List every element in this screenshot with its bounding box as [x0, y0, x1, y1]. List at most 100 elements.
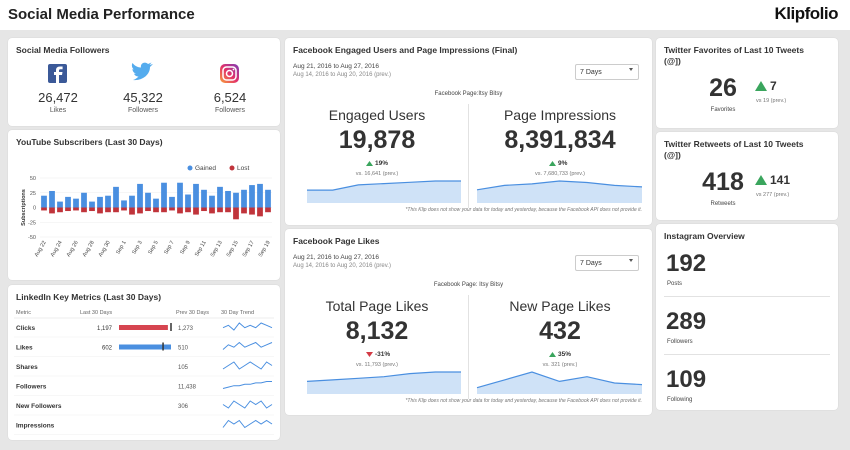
bar: [65, 196, 71, 208]
x-tick-label: Sep 5: [147, 240, 159, 255]
trend-charts: [307, 161, 643, 203]
metric-name: Shares: [16, 364, 38, 371]
panel-title: Twitter Favorites of Last 10 Tweets (@]): [664, 45, 804, 66]
page-name: Facebook Page: Itsy Bitsy: [433, 282, 504, 288]
metric-value: 19,878: [338, 126, 416, 154]
follower-label: Likes: [49, 107, 67, 114]
tweet-value: 26: [709, 74, 737, 102]
logo[interactable]: Klipfolio: [774, 4, 839, 23]
tweet-change: 141: [770, 173, 791, 187]
panel-title: Facebook Engaged Users and Page Impressi…: [293, 45, 518, 55]
tweet-label: Favorites: [710, 107, 736, 113]
period-dropdown[interactable]: 7 Days: [575, 255, 639, 271]
bar: [233, 207, 239, 220]
bar: [137, 207, 143, 214]
dropdown-caret: [629, 68, 633, 71]
metric-prev: vs. 11,793 (prev.): [356, 362, 398, 368]
panel-title: Facebook Page Likes: [293, 236, 380, 246]
header-bar: Social Media Performance Klipfolio: [0, 0, 850, 30]
bar: [129, 207, 135, 215]
metric-change: -31%: [375, 351, 391, 358]
date-range: Aug 21, 2016 to Aug 27, 2016: [293, 254, 380, 261]
bar: [73, 207, 79, 211]
change-arrow: [755, 81, 767, 91]
bar: [105, 195, 111, 208]
previous-value: 306: [178, 404, 189, 410]
current-value: 1,197: [97, 326, 113, 332]
instagram-label: Followers: [667, 339, 693, 345]
x-tick-label: Aug 28: [82, 240, 96, 258]
metric-label: New Page Likes: [509, 298, 611, 314]
y-tick-label: 0: [33, 206, 36, 212]
metric-name: Likes: [16, 345, 33, 352]
follower-label: Followers: [215, 107, 245, 114]
change-arrow: [549, 161, 556, 166]
bar: [257, 183, 263, 208]
x-tick-label: Aug 30: [98, 240, 112, 258]
x-tick-label: Sep 19: [258, 240, 272, 258]
bar: [81, 207, 87, 213]
trend-line: [306, 371, 461, 382]
bar: [73, 198, 79, 208]
x-tick-label: Sep 17: [242, 240, 256, 258]
bar: [201, 189, 207, 208]
metric-name: Clicks: [16, 325, 36, 332]
bar: [145, 192, 151, 208]
bar: [257, 207, 263, 217]
bar: [161, 207, 167, 213]
trend-line: [476, 180, 643, 191]
legend-label: Gained: [195, 165, 216, 172]
legend-swatch: [229, 165, 235, 171]
metric-prev: vs. 7,680,733 (prev.): [534, 171, 586, 177]
metric-bar: [119, 325, 168, 330]
legend-label: Lost: [237, 165, 249, 172]
change-arrow: [366, 161, 373, 166]
divider: [468, 104, 469, 208]
bar: [177, 182, 183, 208]
divider: [664, 296, 830, 297]
trend-area: [307, 181, 461, 203]
bar: [177, 207, 183, 214]
x-tick-label: Sep 13: [210, 240, 224, 258]
prev-range: Aug 14, 2016 to Aug 20, 2016 (prev.): [293, 72, 391, 78]
bar: [169, 207, 175, 211]
bar: [201, 207, 207, 212]
period-dropdown[interactable]: 7 Days: [575, 64, 639, 80]
youtube-panel: YouTube Subscribers (Last 30 Days) -50 -2…: [8, 130, 280, 280]
bar: [169, 196, 175, 208]
twitter-retweets-panel: Twitter Retweets of Last 10 Tweets (@]) 4…: [656, 132, 838, 220]
youtube-chart: -50 -25 0 25 50 Subscriptions Gained Lost Aug 22…: [21, 165, 272, 258]
column-header: Metric: [16, 310, 31, 316]
tweet-change: 7: [770, 79, 777, 93]
y-tick-label: 25: [30, 191, 36, 197]
bar: [153, 198, 159, 208]
tweet-prev: vs 277 (prev.): [756, 192, 790, 198]
bar: [81, 192, 87, 208]
bar: [185, 194, 191, 208]
trend-charts: [306, 352, 643, 394]
y-tick-label: -25: [28, 220, 36, 226]
instagram-icon: [220, 64, 239, 83]
bar: [225, 207, 231, 213]
instagram-value: 109: [666, 366, 707, 393]
bar: [225, 190, 231, 208]
linkedin-panel: LinkedIn Key Metrics (Last 30 Days) Metr…: [8, 285, 280, 440]
bar: [193, 207, 199, 215]
trend-line: [222, 381, 272, 389]
trend-line: [222, 400, 273, 409]
panel-title: YouTube Subscribers (Last 30 Days): [16, 137, 163, 147]
icons: [48, 62, 239, 83]
panel-title: LinkedIn Key Metrics (Last 30 Days): [16, 292, 162, 302]
bar: [265, 189, 271, 208]
bar: [57, 201, 63, 208]
trend-line: [222, 361, 273, 370]
bar: [241, 189, 247, 208]
bar: [217, 186, 223, 208]
metric-label: Page Impressions: [503, 107, 617, 123]
y-axis-label: Subscriptions: [21, 189, 27, 226]
bar: [193, 183, 199, 208]
bar: [97, 207, 103, 214]
follower-label: Followers: [128, 107, 158, 114]
bar: [217, 207, 223, 213]
